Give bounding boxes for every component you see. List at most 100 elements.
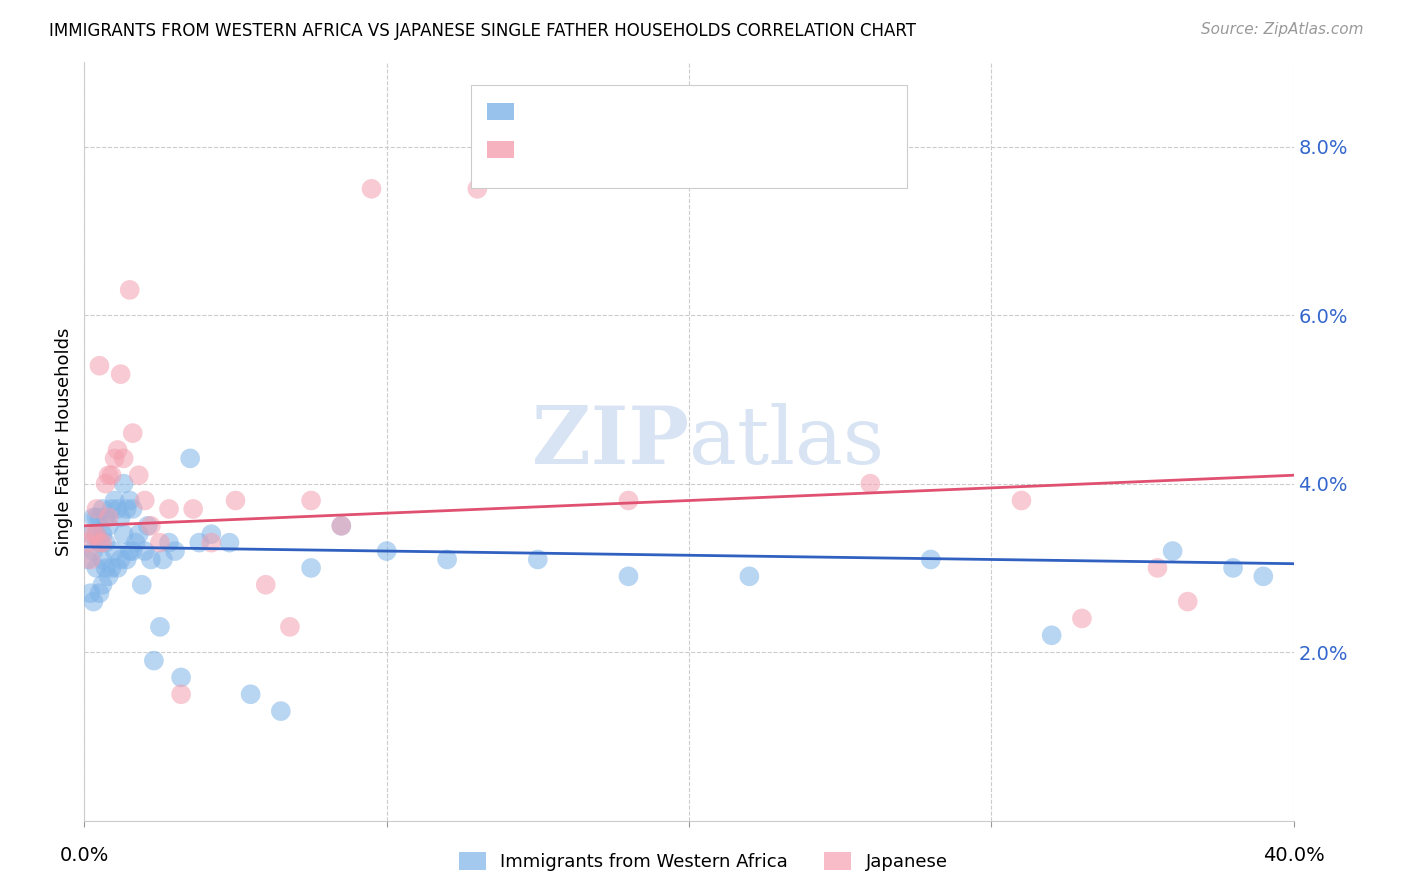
Point xyxy=(91,527,114,541)
Point xyxy=(112,476,135,491)
Point xyxy=(100,561,122,575)
Point xyxy=(86,510,108,524)
Point xyxy=(121,544,143,558)
Point xyxy=(200,535,222,549)
Point xyxy=(179,451,201,466)
Point xyxy=(89,510,111,524)
Point xyxy=(375,544,398,558)
Point xyxy=(82,510,104,524)
Point xyxy=(149,535,172,549)
Point xyxy=(115,552,138,566)
Text: IMMIGRANTS FROM WESTERN AFRICA VS JAPANESE SINGLE FATHER HOUSEHOLDS CORRELATION : IMMIGRANTS FROM WESTERN AFRICA VS JAPANE… xyxy=(49,22,917,40)
Point xyxy=(239,687,262,701)
Point xyxy=(107,442,129,457)
Point xyxy=(118,544,141,558)
Point xyxy=(1071,611,1094,625)
Point xyxy=(617,569,640,583)
Point xyxy=(110,552,132,566)
Point xyxy=(79,586,101,600)
Point xyxy=(89,535,111,549)
Point xyxy=(112,451,135,466)
Point xyxy=(76,535,98,549)
Text: 0.0%: 0.0% xyxy=(59,846,110,865)
Point xyxy=(110,367,132,381)
Point xyxy=(1146,561,1168,575)
Point xyxy=(86,527,108,541)
Point xyxy=(152,552,174,566)
Point xyxy=(165,544,187,558)
Point xyxy=(157,502,180,516)
Point xyxy=(436,552,458,566)
Point xyxy=(79,527,101,541)
Point xyxy=(89,359,111,373)
Point xyxy=(139,518,162,533)
Point xyxy=(181,502,204,516)
Point xyxy=(1040,628,1063,642)
Text: Source: ZipAtlas.com: Source: ZipAtlas.com xyxy=(1201,22,1364,37)
Point xyxy=(86,561,108,575)
Point xyxy=(76,552,98,566)
Point xyxy=(110,510,132,524)
Point xyxy=(527,552,550,566)
Text: 40.0%: 40.0% xyxy=(1263,846,1324,865)
Point xyxy=(82,527,104,541)
Point xyxy=(1222,561,1244,575)
Point xyxy=(1177,594,1199,608)
FancyBboxPatch shape xyxy=(471,85,907,187)
Point xyxy=(200,527,222,541)
Point xyxy=(100,468,122,483)
Point xyxy=(1161,544,1184,558)
Point xyxy=(1011,493,1033,508)
Point xyxy=(97,510,120,524)
Point xyxy=(82,544,104,558)
Point xyxy=(131,578,153,592)
Point xyxy=(100,502,122,516)
Text: ZIP: ZIP xyxy=(531,402,689,481)
Point xyxy=(920,552,942,566)
Point xyxy=(89,535,111,549)
Point xyxy=(360,182,382,196)
Point xyxy=(121,426,143,441)
Point xyxy=(218,535,240,549)
Point xyxy=(112,527,135,541)
Point xyxy=(859,476,882,491)
Point xyxy=(170,687,193,701)
Text: N = 39: N = 39 xyxy=(702,140,769,159)
Point xyxy=(330,518,353,533)
Point xyxy=(115,502,138,516)
Point xyxy=(94,561,117,575)
Point xyxy=(270,704,292,718)
Point xyxy=(97,518,120,533)
Point xyxy=(104,451,127,466)
Point xyxy=(89,586,111,600)
Point xyxy=(738,569,761,583)
Text: R = -0.021: R = -0.021 xyxy=(529,103,633,121)
Point xyxy=(278,620,301,634)
Text: N = 67: N = 67 xyxy=(702,103,769,121)
Point xyxy=(107,502,129,516)
Point xyxy=(94,476,117,491)
Point xyxy=(121,502,143,516)
Point xyxy=(94,535,117,549)
Point xyxy=(79,552,101,566)
Bar xyxy=(486,141,513,158)
Point xyxy=(134,544,156,558)
Point xyxy=(299,561,322,575)
Point xyxy=(91,552,114,566)
Point xyxy=(330,518,353,533)
Point xyxy=(299,493,322,508)
Point xyxy=(157,535,180,549)
Point xyxy=(134,493,156,508)
Point xyxy=(82,594,104,608)
Text: atlas: atlas xyxy=(689,402,884,481)
Point xyxy=(86,502,108,516)
Point xyxy=(104,544,127,558)
Point xyxy=(91,502,114,516)
Point xyxy=(104,493,127,508)
Point xyxy=(107,561,129,575)
Point xyxy=(125,535,148,549)
Point xyxy=(94,510,117,524)
Point xyxy=(128,527,150,541)
Point xyxy=(91,535,114,549)
Point xyxy=(142,654,165,668)
